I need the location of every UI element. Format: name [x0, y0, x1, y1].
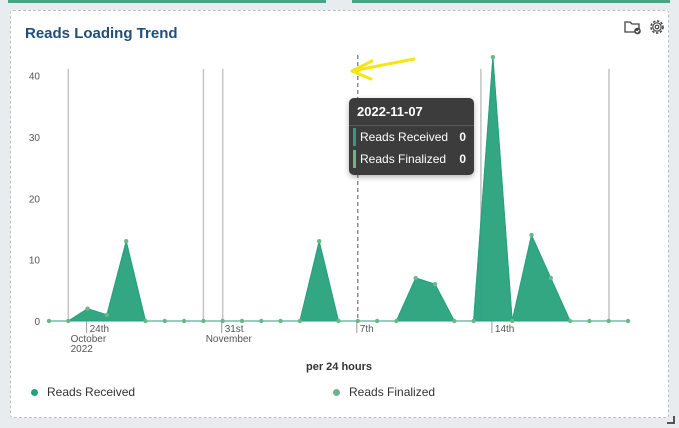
- tooltip-series-marker: [353, 150, 356, 168]
- x-tick-label: 31st: [225, 324, 244, 335]
- tooltip-row: Reads Finalized 0: [353, 150, 466, 168]
- data-point: [181, 318, 187, 324]
- resize-handle[interactable]: [667, 416, 675, 424]
- y-tick-label: 10: [29, 256, 41, 267]
- x-tick-label: 7th: [360, 324, 374, 335]
- data-point: [432, 281, 438, 287]
- adjacent-panel-strip: [352, 0, 670, 3]
- tooltip-row-label: Reads Received: [360, 130, 449, 144]
- data-point: [297, 318, 303, 324]
- tooltip-divider: [349, 125, 474, 126]
- data-point: [66, 318, 71, 324]
- y-tick-label: 0: [34, 317, 40, 328]
- tooltip-date: 2022-11-07: [357, 104, 423, 119]
- chart-panel: Reads Loading Trend: [10, 10, 669, 418]
- legend-label: Reads Received: [47, 385, 136, 399]
- data-point: [85, 306, 90, 311]
- data-point: [124, 239, 129, 244]
- data-point: [548, 275, 553, 281]
- data-point: [413, 275, 418, 281]
- data-point: [46, 318, 52, 324]
- tooltip-series-marker: [353, 128, 356, 146]
- data-point: [510, 318, 515, 324]
- data-point: [104, 312, 110, 318]
- x-tick-label: 2022: [71, 344, 94, 355]
- legend-item-reads-finalized[interactable]: Reads Finalized: [333, 385, 435, 399]
- data-point: [374, 318, 380, 324]
- data-point: [452, 318, 457, 324]
- tooltip-row: Reads Received 0: [353, 128, 466, 146]
- panel-title: Reads Loading Trend: [25, 25, 178, 42]
- tooltip-row-label: Reads Finalized: [360, 152, 447, 166]
- chart-tooltip: 2022-11-07 Reads Received 0 Reads Finali…: [349, 98, 474, 175]
- y-tick-label: 30: [29, 133, 41, 144]
- data-point: [471, 318, 476, 324]
- x-tick-label: November: [206, 334, 253, 345]
- data-point: [143, 318, 148, 324]
- data-point: [625, 318, 631, 324]
- data-point: [587, 318, 592, 324]
- data-point: [529, 232, 534, 238]
- y-tick-label: 40: [29, 72, 41, 83]
- legend-label: Reads Finalized: [349, 385, 436, 399]
- x-tick-label: October: [71, 334, 107, 345]
- data-point: [606, 318, 611, 324]
- legend-dot: [31, 388, 38, 396]
- legend-dot: [333, 388, 340, 396]
- data-point: [490, 54, 496, 60]
- legend-item-reads-received[interactable]: Reads Received: [31, 385, 135, 399]
- data-point: [162, 318, 167, 324]
- x-axis-title: per 24 hours: [306, 361, 372, 373]
- data-point: [336, 318, 341, 324]
- tooltip-row-value: 0: [459, 130, 466, 144]
- data-point: [278, 318, 283, 324]
- data-point: [220, 318, 225, 324]
- x-tick-label: 24th: [90, 324, 109, 335]
- x-tick-label: 14th: [495, 324, 514, 335]
- data-point: [567, 318, 573, 324]
- adjacent-panel-strip: [8, 0, 326, 3]
- data-point: [201, 318, 206, 324]
- series-area: [49, 57, 628, 322]
- data-point: [259, 318, 264, 324]
- tooltip-row-value: 0: [459, 152, 466, 166]
- data-point: [239, 318, 245, 324]
- data-point: [317, 239, 322, 244]
- folder-check-icon[interactable]: [623, 17, 643, 37]
- data-point: [394, 318, 399, 324]
- y-tick-label: 20: [29, 194, 41, 205]
- gear-icon[interactable]: [647, 17, 667, 37]
